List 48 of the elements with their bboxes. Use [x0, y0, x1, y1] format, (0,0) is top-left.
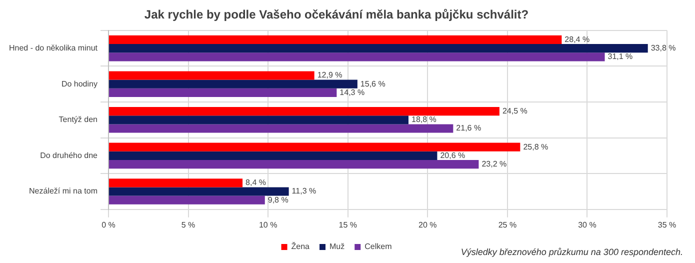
y-tick-label: Tentýž den: [58, 115, 98, 124]
y-tick-label: Do druhého dne: [40, 150, 98, 160]
x-tick-label: 20 %: [418, 220, 437, 230]
x-tick-label: 0 %: [102, 220, 116, 230]
bar: [108, 160, 479, 169]
bar: [108, 80, 358, 88]
bar: [108, 35, 562, 44]
data-label: 23,2 %: [482, 159, 507, 168]
data-label: 8,4 %: [246, 178, 266, 188]
bar: [108, 178, 243, 188]
bar: [108, 107, 500, 116]
data-label: 24,5 %: [502, 106, 528, 116]
data-label: 25,8 %: [523, 142, 548, 152]
data-label: 20,6 %: [440, 150, 466, 160]
bar: [108, 71, 314, 80]
x-tick-label: 15 %: [338, 220, 357, 230]
data-label: 15,6 %: [360, 79, 386, 88]
legend-label: Celkem: [364, 242, 392, 252]
y-tick-label: Do hodiny: [61, 79, 98, 88]
legend-label: Muž: [330, 242, 345, 252]
data-label: 28,4 %: [564, 34, 590, 44]
x-tick-label: 10 %: [258, 220, 278, 230]
x-tick-label: 25 %: [498, 220, 517, 230]
bar: [108, 124, 454, 133]
data-label: 31,1 %: [608, 52, 633, 62]
y-tick-label: Nezáleží mi na tom: [29, 186, 98, 196]
data-label: 11,3 %: [292, 186, 316, 196]
y-tick-label: Hned - do několika minut: [8, 44, 98, 53]
x-tick-label: 30 %: [578, 220, 596, 230]
bar: [108, 187, 289, 196]
data-label: 18,8 %: [411, 115, 436, 124]
bar: [108, 142, 520, 152]
bar: [108, 196, 265, 204]
bar: [108, 151, 438, 160]
data-label: 21,6 %: [456, 124, 482, 133]
data-label: 14,3 %: [340, 88, 365, 97]
chart-title: Jak rychle by podle Vašeho očekávání měla banka půjčku schválit?: [144, 8, 529, 22]
x-tick-label: 35 %: [658, 220, 676, 230]
legend-label: Žena: [291, 242, 310, 252]
bar: [108, 44, 648, 53]
bar: [108, 116, 408, 124]
data-label: 9,8 %: [268, 195, 288, 204]
bar: [108, 52, 605, 62]
bar: [108, 88, 337, 97]
x-tick-label: 5 %: [181, 220, 196, 230]
text: Výsledky březnového průzkumu na 300 respondentech.: [460, 247, 683, 257]
data-label: 12,9 %: [317, 70, 342, 80]
data-label: 33,8 %: [650, 44, 676, 53]
